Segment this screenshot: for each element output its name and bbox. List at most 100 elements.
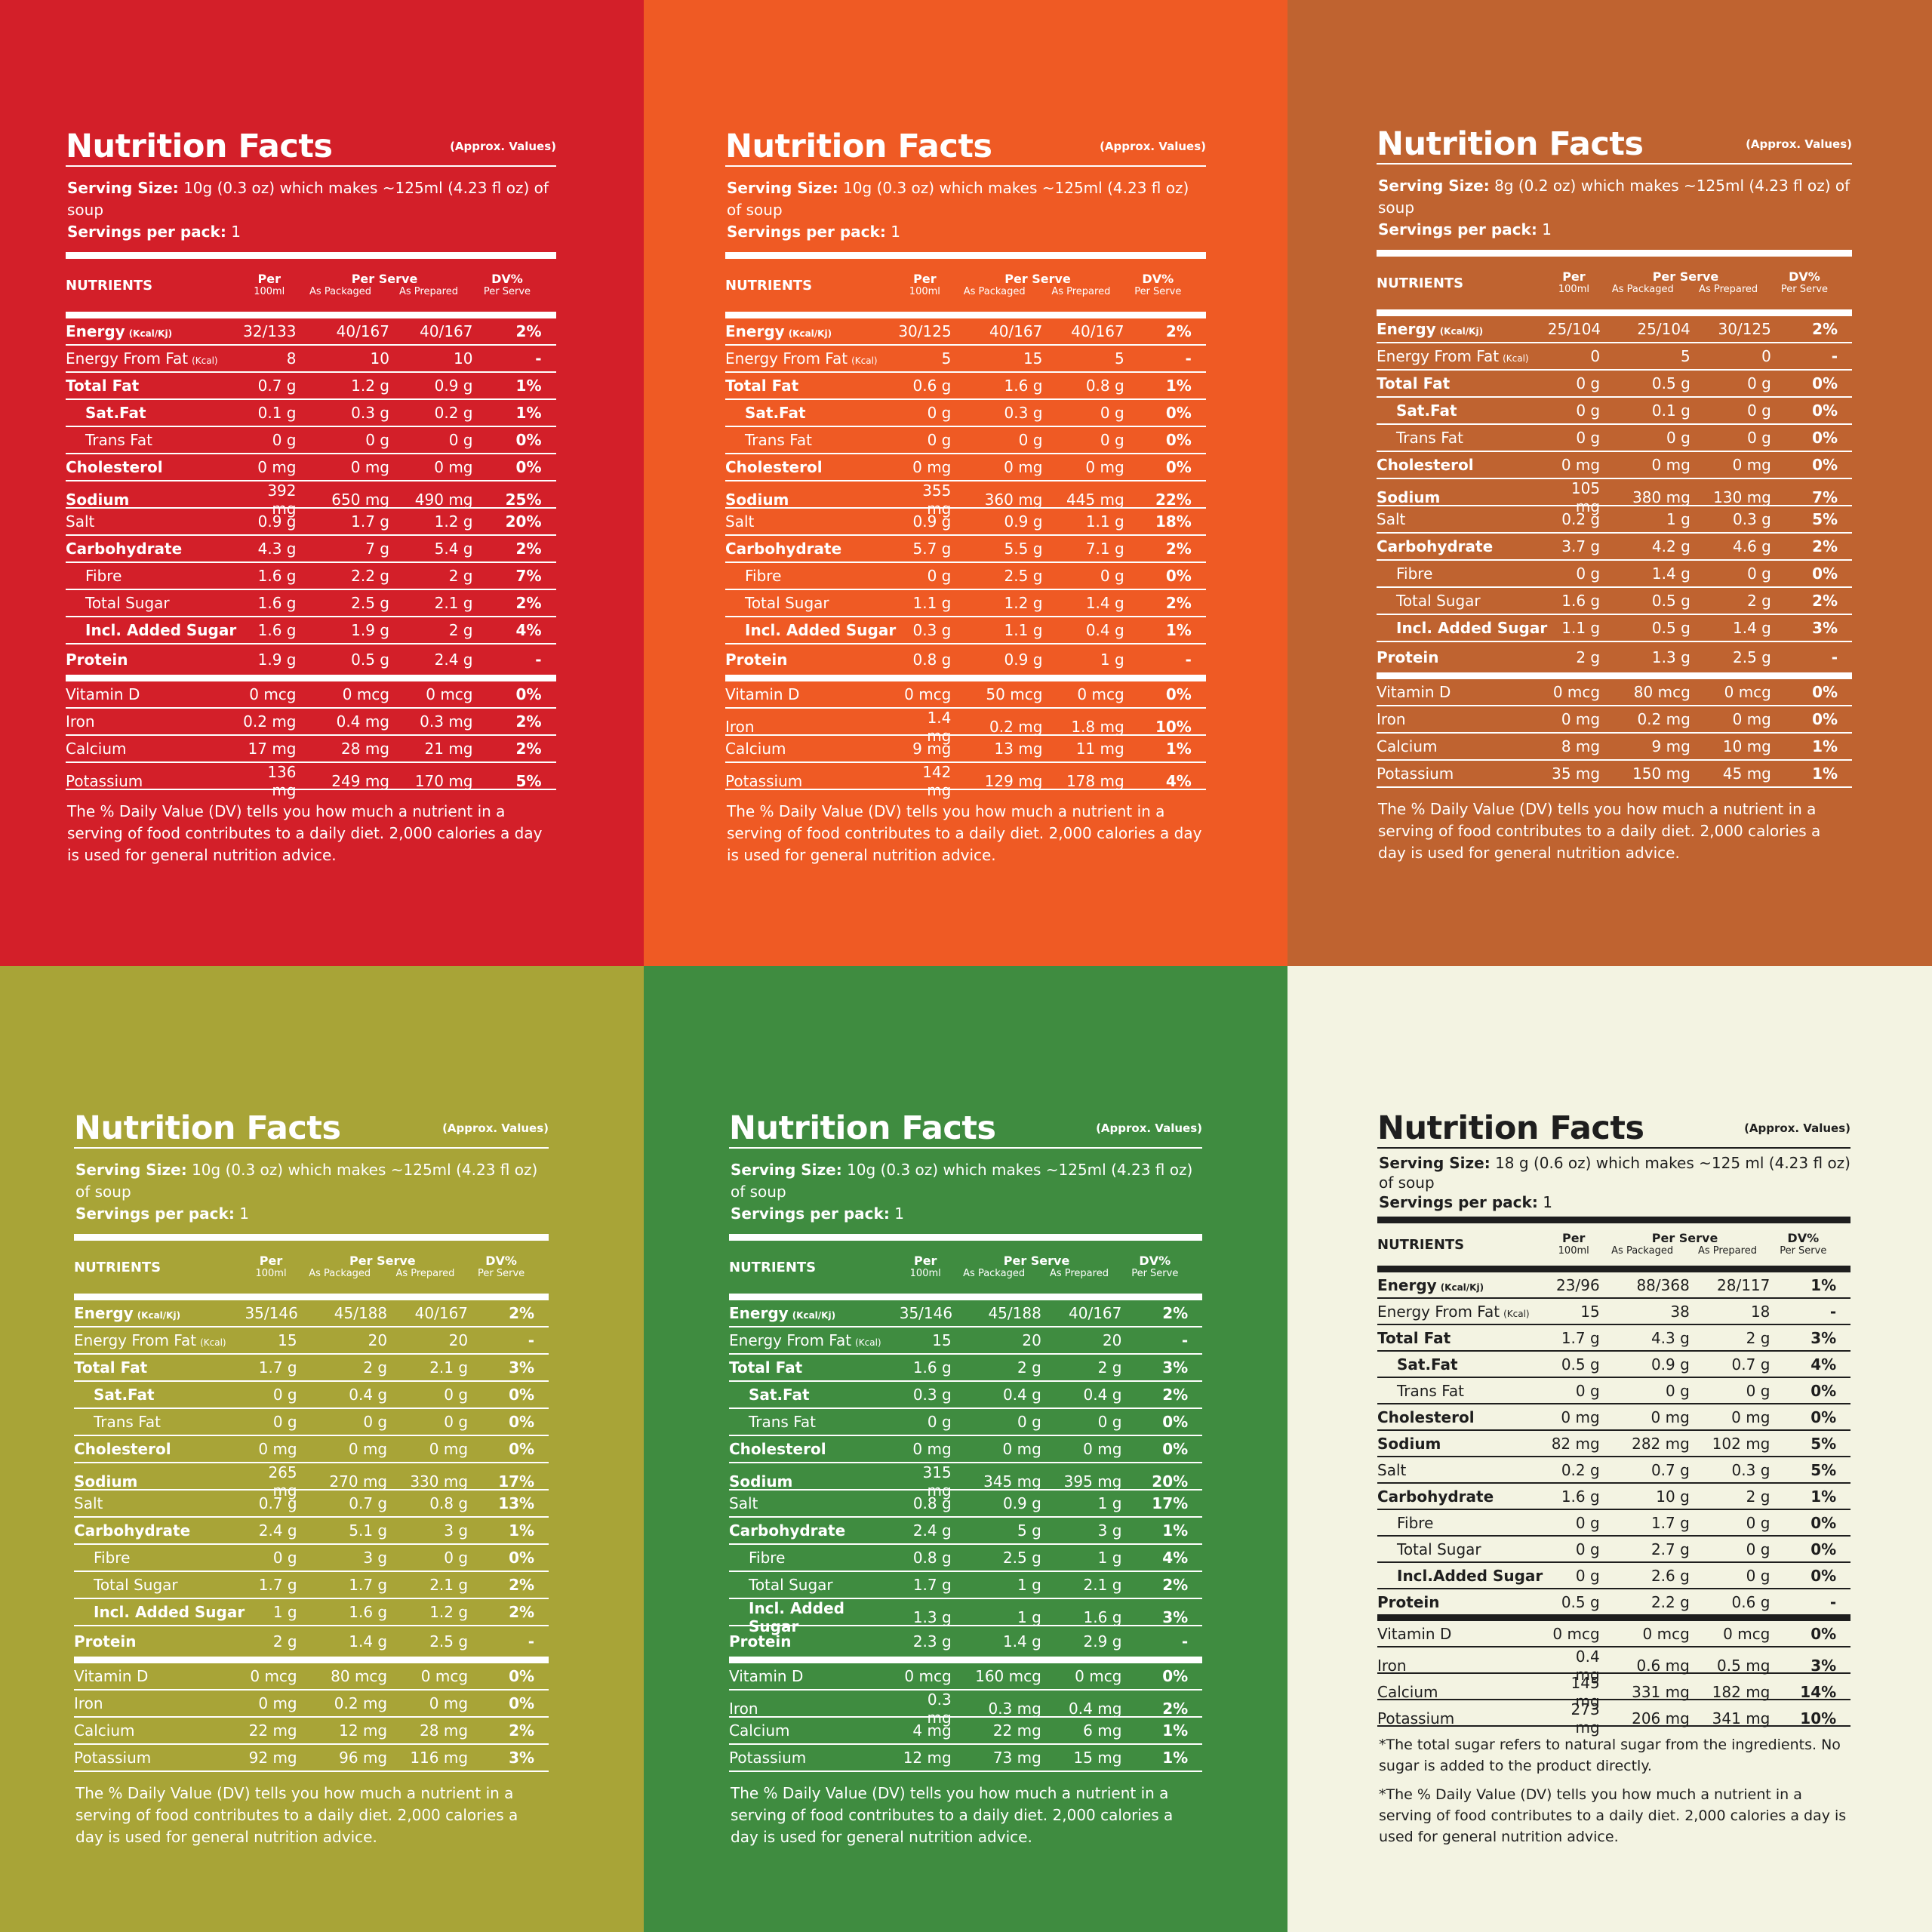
nutrient-name: Total Sugar [1397,1540,1481,1558]
nutrient-name-cell: Fibre [66,567,242,585]
nutrient-value: 7.1 g [1085,540,1124,558]
nutrient-name: Incl. Added Sugar [94,1603,245,1621]
nutrient-value: 0 mg [258,1694,297,1712]
nutrient-name: Sat.Fat [1396,401,1457,420]
nutrient-value: 0.5 mg [1717,1657,1770,1675]
nutrient-row: Calcium 9 mg 13 mg 11 mg 1% [725,736,1206,763]
title: Nutrition Facts [66,128,333,165]
nutrient-name: Carbohydrate [729,1521,846,1540]
nutrient-row: Salt 0.9 g 0.9 g 1.1 g 18% [725,509,1206,536]
nutrient-value: 0 g [363,1413,388,1431]
nutrient-value: 45/188 [988,1304,1041,1322]
dv-value: 2% [1812,320,1838,338]
nutrient-name-cell: Potassium [66,772,242,790]
dv-value: 25% [505,491,542,509]
dv-value: 7% [515,567,542,585]
nutrient-name: Energy [1377,1275,1437,1294]
nutrient-value: 0 g [1576,374,1601,392]
nutrient-value: 2.1 g [1083,1576,1122,1594]
nutrient-name: Total Fat [66,377,140,395]
nutrient-row: Incl. Added Sugar 1.3 g 1 g 1.6 g 3% [729,1599,1202,1635]
nutrient-value: 2.1 g [434,594,473,612]
nutrition-label: Nutrition Facts (Approx. Values) Serving S… [729,1099,1202,1848]
dv-value: 13% [498,1494,535,1512]
nutrient-value: 0 mcg [250,1667,297,1685]
nutrient-name-cell: Cholesterol [725,458,898,476]
nutrient-row: Total Sugar 1.7 g 1 g 2.1 g 2% [729,1572,1202,1599]
nutrient-name-cell: Vitamin D [729,1667,900,1685]
nutrient-row: Salt 0.7 g 0.7 g 0.8 g 13% [74,1491,549,1518]
dv-value: 3% [1162,1608,1189,1626]
dv-value: - [1185,651,1192,669]
nutrient-value: 2.2 g [1651,1592,1690,1611]
nutrient-name: Carbohydrate [725,540,842,558]
nutrient-row: Cholesterol 0 mg 0 mg 0 mg 0% [66,454,556,481]
nutrient-value: 40/167 [989,322,1043,340]
nutrient-row: Sodium 105 mg 380 mg 130 mg 7% [1377,479,1852,515]
nutrient-value: 1 g [1666,510,1690,528]
nutrients-header: NUTRIENTS [66,277,153,294]
nutrient-value: 1.6 g [1561,1487,1600,1506]
nutrient-value: 0 mg [348,1440,388,1458]
nutrient-value: 9 mg [912,740,952,758]
dv-value: 2% [515,540,542,558]
nutrient-name-cell: Energy (Kcal/Kj) [66,322,242,340]
nutrient-value: 1.3 g [912,1608,952,1626]
servings-label: Servings per pack: [1378,220,1537,238]
serving-label: Serving Size: [727,179,838,197]
nutrient-name: Energy [729,1304,789,1322]
nutrient-name-cell: Fibre [1377,565,1548,583]
dv-value: 2% [1165,594,1192,612]
nutrient-name: Iron [66,712,95,731]
nutrient-value: 0 g [1097,1413,1122,1431]
nutrient-name-cell: Cholesterol [1377,1408,1548,1426]
nutrient-value: 0.2 g [1561,1460,1600,1479]
nutrient-name-cell: Total Sugar [66,594,242,612]
nutrient-name: Potassium [725,772,803,790]
serving-info: Serving Size: 18 g (0.6 oz) which makes … [1377,1149,1850,1223]
nutrient-name-cell: Total Fat [74,1358,245,1377]
nutrients-header: NUTRIENTS [1377,275,1464,291]
nutrient-name: Total Sugar [745,594,829,612]
nutrient-value: 1.7 g [351,512,389,531]
nutrition-panel: Nutrition Facts (Approx. Values) Serving S… [0,966,645,1932]
nutrient-value: 145 mg [1571,1674,1600,1710]
label-header: Nutrition Facts (Approx. Values) [725,117,1206,167]
dv: DV% [1789,269,1820,284]
nutrient-name: Cholesterol [729,1440,826,1458]
nutrient-value: 1.4 g [1651,565,1690,583]
footnote: *The total sugar refers to natural sugar… [1379,1737,1841,1774]
nutrient-row: Sat.Fat 0.5 g 0.9 g 0.7 g 4% [1377,1352,1850,1378]
nutrition-label: Nutrition Facts (Approx. Values) Serving S… [725,117,1206,866]
nutrient-value: 0.9 g [1004,512,1043,531]
nutrient-value: 0.4 g [349,1386,388,1404]
nutrient-value: 15 mg [1073,1749,1122,1767]
nutrient-value: 0 g [1666,429,1690,447]
nutrient-name-cell: Protein [1377,1593,1548,1611]
nutrient-row: Sodium 315 mg 345 mg 395 mg 20% [729,1463,1202,1500]
nutrient-row: Trans Fat 0 g 0 g 0 g 0% [66,427,556,454]
dv-value: 0% [1162,1413,1189,1431]
dv-unit: Per Serve [483,286,531,297]
dv-value: 2% [1162,1700,1189,1718]
nutrient-name-cell: Salt [729,1494,900,1512]
approx-note: (Approx. Values) [1744,1121,1850,1135]
nutrient-name: Carbohydrate [66,540,183,558]
nutrient-row: Sodium 355 mg 360 mg 445 mg 22% [725,481,1206,518]
nutrient-value: 1.7 g [258,1358,297,1377]
servings-text: 1 [1542,220,1552,238]
dv-value: 4% [1810,1355,1837,1374]
nutrient-value: 80 mcg [331,1667,388,1685]
nutrient-row: Sat.Fat 0.1 g 0.3 g 0.2 g 1% [66,400,556,427]
serving-text: 10g (0.3 oz) which makes ~125ml (4.23 fl… [731,1161,1193,1201]
nutrient-row: Salt 0.8 g 0.9 g 1 g 17% [729,1491,1202,1518]
dv-value: 4% [1165,772,1192,790]
nutrient-name-cell: Protein [1377,648,1548,666]
nutrient-name-cell: Total Sugar [1377,1540,1548,1558]
as-prepared: As Prepared [395,1268,455,1279]
nutrient-name-cell: Iron [1377,1657,1548,1675]
dv-value: 2% [509,1603,535,1621]
nutrient-value: 2.5 g [429,1632,469,1651]
nutrient-value: 0 g [1666,1381,1690,1400]
nutrient-value: 3.7 g [1561,537,1601,555]
